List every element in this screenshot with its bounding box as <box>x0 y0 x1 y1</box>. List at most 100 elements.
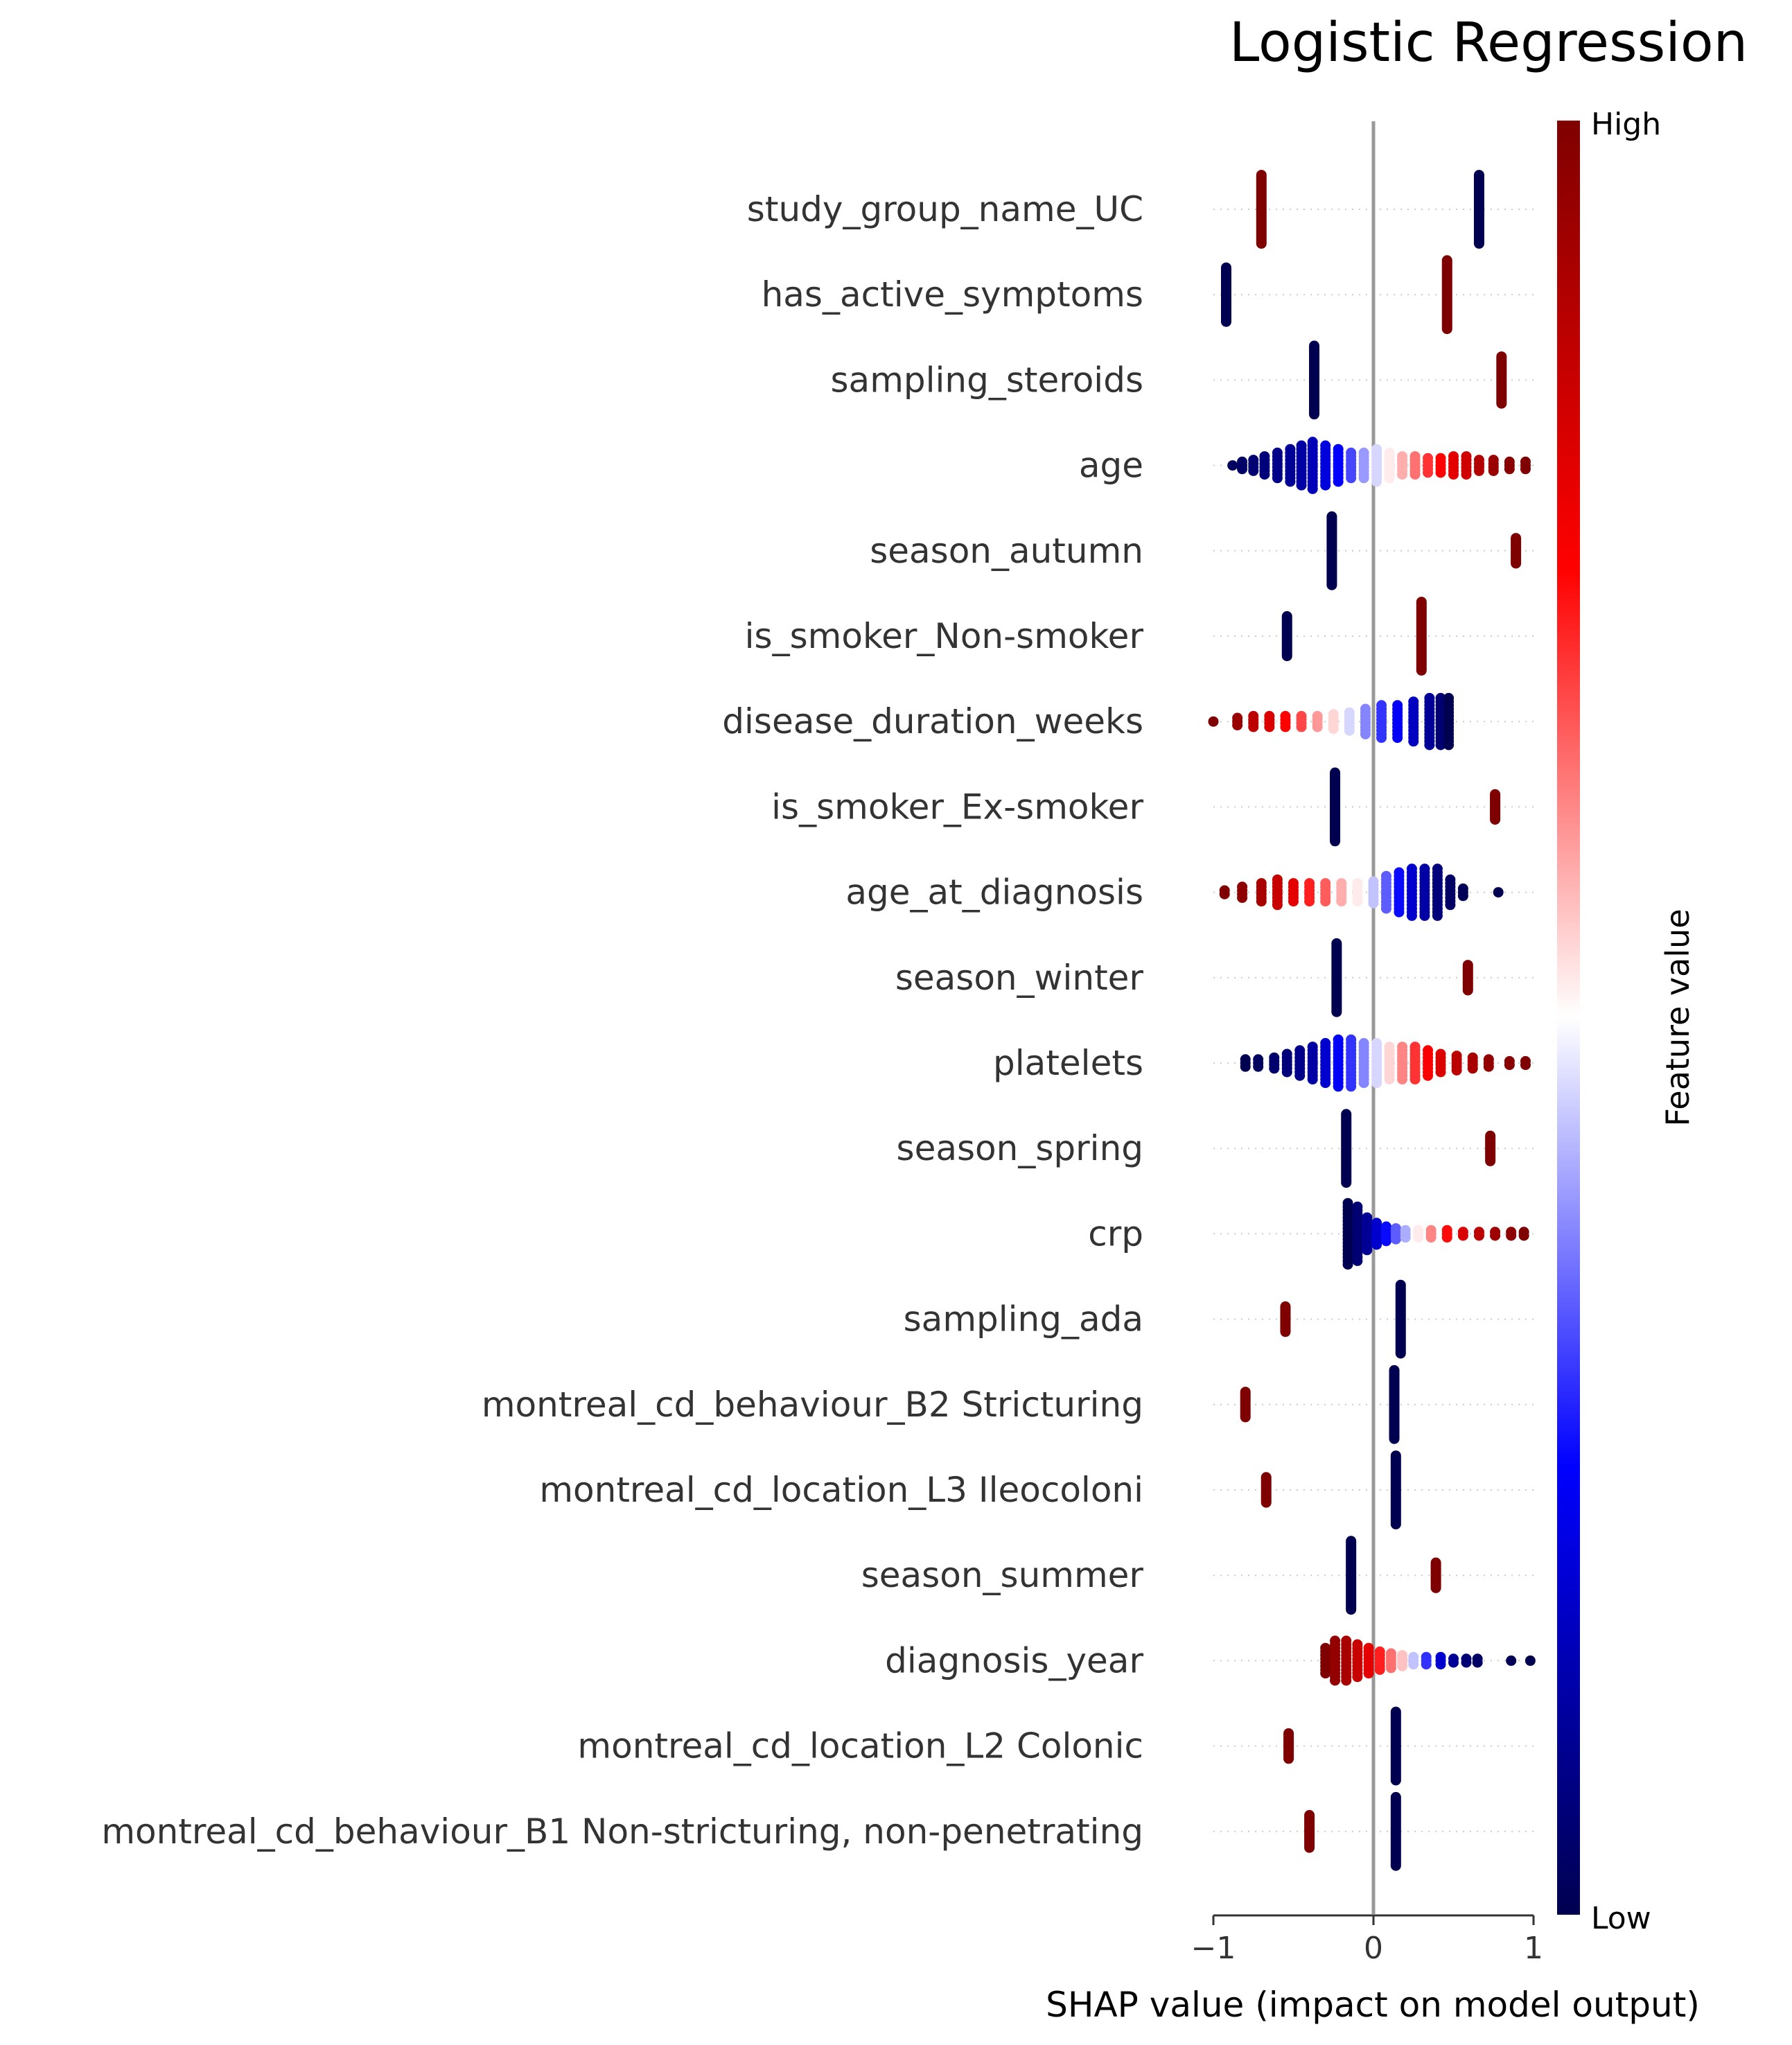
x-tick-label: 0 <box>1364 1931 1383 1966</box>
shap-point <box>1376 732 1387 744</box>
shap-point <box>1493 887 1504 898</box>
feature-label: has_active_symptoms <box>762 274 1143 315</box>
shap-point <box>1421 1659 1432 1670</box>
shap-point <box>1237 464 1248 475</box>
feature-label: disease_duration_weeks <box>722 701 1143 741</box>
shap-point <box>1294 1070 1306 1081</box>
shap-point <box>1307 483 1318 494</box>
shap-point <box>1346 473 1357 484</box>
shap-point <box>1272 473 1283 484</box>
shap-point <box>1518 1230 1529 1241</box>
shap-point <box>1296 480 1307 491</box>
feature-label: is_smoker_Ex-smoker <box>771 787 1143 827</box>
shap-point <box>1380 903 1391 914</box>
colorbar-title: Feature value <box>1659 909 1696 1126</box>
shap-point <box>1457 1230 1468 1241</box>
shap-point <box>1320 1078 1331 1089</box>
shap-point <box>1419 910 1430 921</box>
shap-point <box>1333 476 1344 487</box>
shap-point <box>1374 1664 1385 1675</box>
shap-point <box>1520 1060 1531 1071</box>
shap-point <box>1490 1230 1501 1241</box>
feature-label: age <box>1079 446 1143 486</box>
shap-point <box>1304 896 1315 907</box>
feature-label: crp <box>1088 1213 1143 1254</box>
shap-point <box>1432 910 1443 921</box>
shap-point <box>1461 1657 1472 1668</box>
shap-point <box>1423 1070 1434 1081</box>
shap-point <box>1441 1232 1452 1243</box>
feature-label: age_at_diagnosis <box>845 872 1143 913</box>
shap-point <box>1413 1232 1424 1243</box>
shap-point <box>1219 888 1230 899</box>
shap-point <box>1296 721 1307 732</box>
shap-point <box>1435 1659 1446 1670</box>
shap-point <box>1384 1073 1395 1085</box>
feature-label: montreal_cd_location_L3 Ileocoloni <box>539 1470 1143 1510</box>
feature-label: season_autumn <box>870 531 1143 571</box>
shap-point <box>1397 469 1408 480</box>
shap-point <box>1380 1236 1391 1247</box>
shap-point <box>1425 1232 1437 1243</box>
shap-point <box>1256 896 1267 907</box>
shap-point <box>1336 896 1347 907</box>
shap-point <box>1360 728 1371 739</box>
colorbar-gradient <box>1557 121 1580 1915</box>
shap-point <box>1285 476 1296 487</box>
shap-point <box>1423 467 1434 478</box>
feature-label: montreal_cd_behaviour_B2 Stricturing <box>482 1385 1143 1425</box>
shap-point <box>1320 1668 1331 1679</box>
shap-point <box>1248 465 1259 476</box>
shap-point <box>1371 476 1382 487</box>
shap-point <box>1408 736 1419 747</box>
shap-point <box>1472 1657 1483 1668</box>
shap-point <box>1504 464 1515 475</box>
shap-point <box>1385 1662 1396 1674</box>
shap-point <box>1272 899 1283 911</box>
colorbar-low-label: Low <box>1591 1901 1651 1936</box>
shap-point <box>1259 469 1270 480</box>
shap-point <box>1358 473 1369 484</box>
shap-point <box>1397 1660 1408 1671</box>
shap-point <box>1467 1063 1478 1074</box>
shap-point <box>1461 469 1472 480</box>
shap-point <box>1409 1073 1421 1085</box>
shap-point <box>1330 1675 1341 1686</box>
shap-point <box>1448 469 1459 480</box>
x-axis-title: SHAP value (impact on model output) <box>1046 1985 1700 2025</box>
shap-point <box>1488 465 1499 476</box>
shap-point <box>1424 739 1435 751</box>
shap-point <box>1371 1078 1382 1089</box>
shap-point <box>1504 1060 1515 1071</box>
shap-point <box>1264 721 1275 732</box>
x-tick-label: 1 <box>1524 1931 1543 1966</box>
shap-point <box>1451 1064 1462 1076</box>
feature-labels: study_group_name_UC has_active_symptomssa… <box>101 189 1143 1852</box>
shap-point <box>1384 473 1395 484</box>
x-tick-label: −1 <box>1191 1931 1236 1966</box>
shap-point <box>1506 1230 1517 1241</box>
feature-label: study_group_name_UC <box>747 189 1143 229</box>
shap-point <box>1457 890 1468 902</box>
shap-point <box>1232 719 1243 730</box>
shap-point <box>1406 910 1417 921</box>
shap-point <box>1400 1232 1411 1243</box>
shap-point <box>1362 1245 1373 1256</box>
shap-point <box>1320 480 1331 491</box>
shap-point <box>1448 1657 1459 1668</box>
feature-label: diagnosis_year <box>885 1640 1143 1680</box>
shap-point <box>1227 460 1238 471</box>
shap-points <box>1208 170 1536 1871</box>
shap-point <box>1525 1655 1536 1666</box>
shap-point <box>1307 1073 1318 1085</box>
shap-point <box>1253 1061 1264 1072</box>
shap-point <box>1342 1259 1353 1270</box>
shap-point <box>1280 721 1291 732</box>
feature-label: season_spring <box>897 1128 1143 1168</box>
shap-point <box>1312 721 1323 732</box>
shap-point <box>1352 1671 1363 1683</box>
colorbar-high-label: High <box>1591 107 1661 142</box>
shap-point <box>1208 716 1219 727</box>
